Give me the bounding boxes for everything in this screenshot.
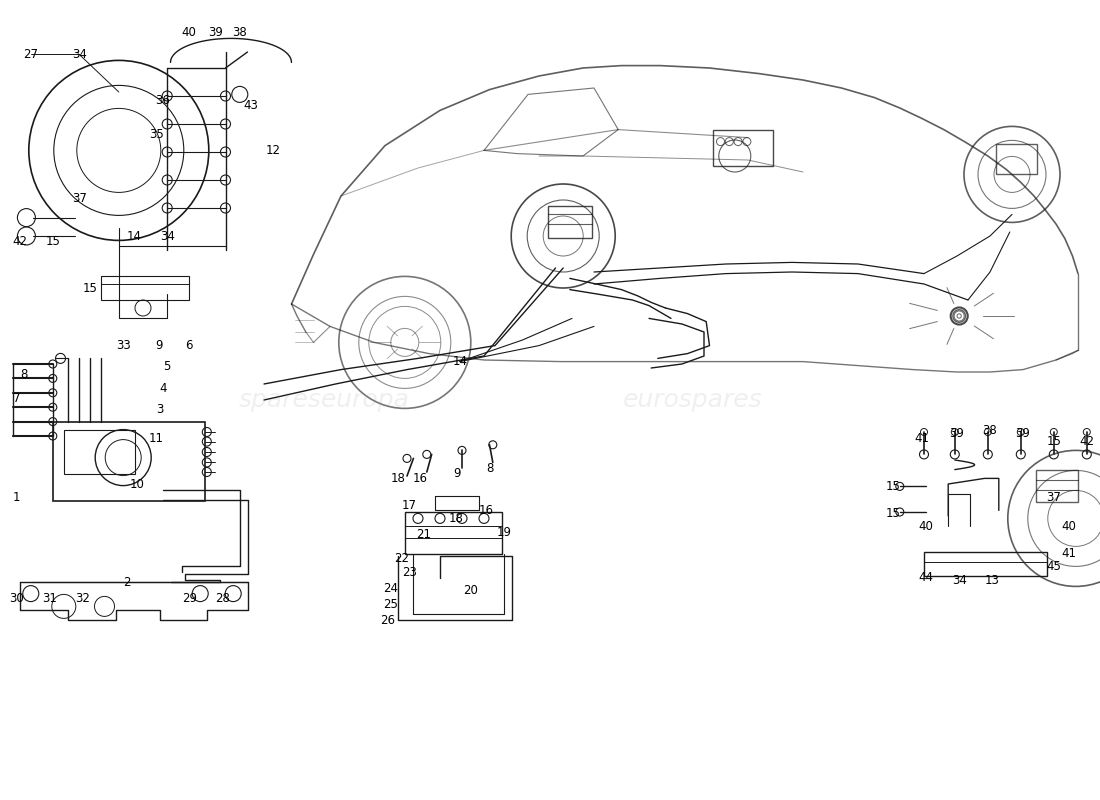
Text: 4: 4 — [160, 382, 166, 394]
Bar — [996, 144, 1037, 174]
Text: 18: 18 — [449, 512, 464, 525]
Text: 38: 38 — [982, 424, 998, 437]
Text: 11: 11 — [148, 432, 164, 445]
Text: 28: 28 — [214, 592, 230, 605]
Text: 23: 23 — [402, 566, 417, 578]
Bar — [1036, 470, 1078, 502]
Bar — [405, 512, 502, 554]
Text: 6: 6 — [186, 339, 192, 352]
Text: 39: 39 — [1015, 427, 1031, 440]
Text: 15: 15 — [1046, 435, 1062, 448]
Text: 8: 8 — [486, 462, 493, 474]
Text: 16: 16 — [478, 504, 494, 517]
Text: 12: 12 — [265, 144, 280, 157]
Text: 39: 39 — [949, 427, 965, 440]
Text: eurospares: eurospares — [624, 388, 762, 412]
Text: 15: 15 — [886, 507, 901, 520]
Text: 14: 14 — [452, 355, 468, 368]
Text: 2: 2 — [123, 576, 130, 589]
Text: 41: 41 — [914, 432, 929, 445]
Text: 40: 40 — [918, 520, 934, 533]
Text: 20: 20 — [463, 584, 478, 597]
Text: 40: 40 — [182, 26, 197, 38]
Text: 18: 18 — [390, 472, 406, 485]
Text: 26: 26 — [379, 614, 395, 626]
Bar — [924, 552, 1047, 576]
Text: 39: 39 — [208, 26, 223, 38]
Text: 38: 38 — [232, 26, 248, 38]
Bar — [64, 430, 135, 474]
Text: 21: 21 — [416, 528, 431, 541]
Text: 43: 43 — [243, 99, 258, 112]
Text: 15: 15 — [82, 282, 98, 294]
Text: 25: 25 — [383, 598, 398, 610]
Text: 34: 34 — [952, 574, 967, 586]
Text: 9: 9 — [156, 339, 163, 352]
Text: 5: 5 — [164, 360, 170, 373]
Text: 44: 44 — [918, 571, 934, 584]
Text: 29: 29 — [182, 592, 197, 605]
Text: 8: 8 — [21, 368, 28, 381]
Text: 7: 7 — [13, 392, 20, 405]
Text: 34: 34 — [72, 48, 87, 61]
Text: 33: 33 — [116, 339, 131, 352]
Text: 37: 37 — [1046, 491, 1062, 504]
Text: 34: 34 — [160, 230, 175, 242]
Text: 36: 36 — [155, 94, 170, 106]
Text: 27: 27 — [23, 48, 38, 61]
Bar — [713, 130, 773, 166]
Text: 37: 37 — [72, 192, 87, 205]
Text: 41: 41 — [1062, 547, 1077, 560]
Text: spareseuropa: spareseuropa — [239, 388, 410, 412]
Text: 3: 3 — [156, 403, 163, 416]
Text: 42: 42 — [1079, 435, 1094, 448]
Text: 42: 42 — [12, 235, 28, 248]
Text: 35: 35 — [148, 128, 164, 141]
Text: 45: 45 — [1046, 560, 1062, 573]
Text: 22: 22 — [394, 552, 409, 565]
Text: 10: 10 — [130, 478, 145, 490]
Bar — [53, 422, 205, 501]
Text: 15: 15 — [886, 480, 901, 493]
Text: 9: 9 — [453, 467, 460, 480]
Text: 32: 32 — [75, 592, 90, 605]
Text: 15: 15 — [45, 235, 60, 248]
Text: 24: 24 — [383, 582, 398, 594]
Text: 40: 40 — [1062, 520, 1077, 533]
Text: 31: 31 — [42, 592, 57, 605]
Text: 17: 17 — [402, 499, 417, 512]
Text: 19: 19 — [496, 526, 512, 538]
Bar — [548, 206, 592, 238]
Bar — [101, 276, 189, 300]
Text: 30: 30 — [9, 592, 24, 605]
Text: 1: 1 — [13, 491, 20, 504]
Text: 13: 13 — [984, 574, 1000, 586]
Text: 16: 16 — [412, 472, 428, 485]
Text: 14: 14 — [126, 230, 142, 242]
